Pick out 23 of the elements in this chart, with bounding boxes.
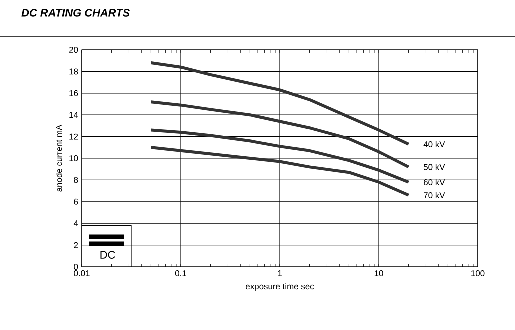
y-tick-label: 8: [74, 177, 78, 184]
series-label: 40 kV: [424, 141, 446, 148]
x-tick-label: 1: [278, 270, 282, 276]
x-tick-label: 10: [374, 270, 384, 277]
y-tick-label: 14: [70, 112, 78, 118]
series-label: 70 kV: [424, 192, 446, 198]
y-tick-label: 0: [74, 264, 78, 270]
y-tick-label: 20: [69, 47, 78, 53]
y-tick-label: 18: [70, 68, 78, 75]
x-axis-title: exposure time sec: [246, 283, 314, 292]
y-tick-label: 10: [70, 156, 78, 162]
y-tick-label: 12: [70, 134, 78, 140]
x-tick-label: 0.1: [175, 270, 186, 277]
chart-title: DC RATING CHARTS: [22, 9, 130, 17]
x-tick-label: 0.01: [74, 270, 90, 277]
y-tick-label: 4: [74, 220, 78, 227]
y-axis-title: anode current mA: [56, 124, 62, 192]
y-tick-label: 2: [74, 242, 78, 248]
annotation: DC: [100, 251, 116, 259]
series-label: 50 kV: [424, 164, 446, 170]
x-tick-label: 100: [472, 270, 485, 277]
y-tick-label: 6: [74, 198, 78, 205]
y-tick-label: 16: [70, 90, 78, 96]
